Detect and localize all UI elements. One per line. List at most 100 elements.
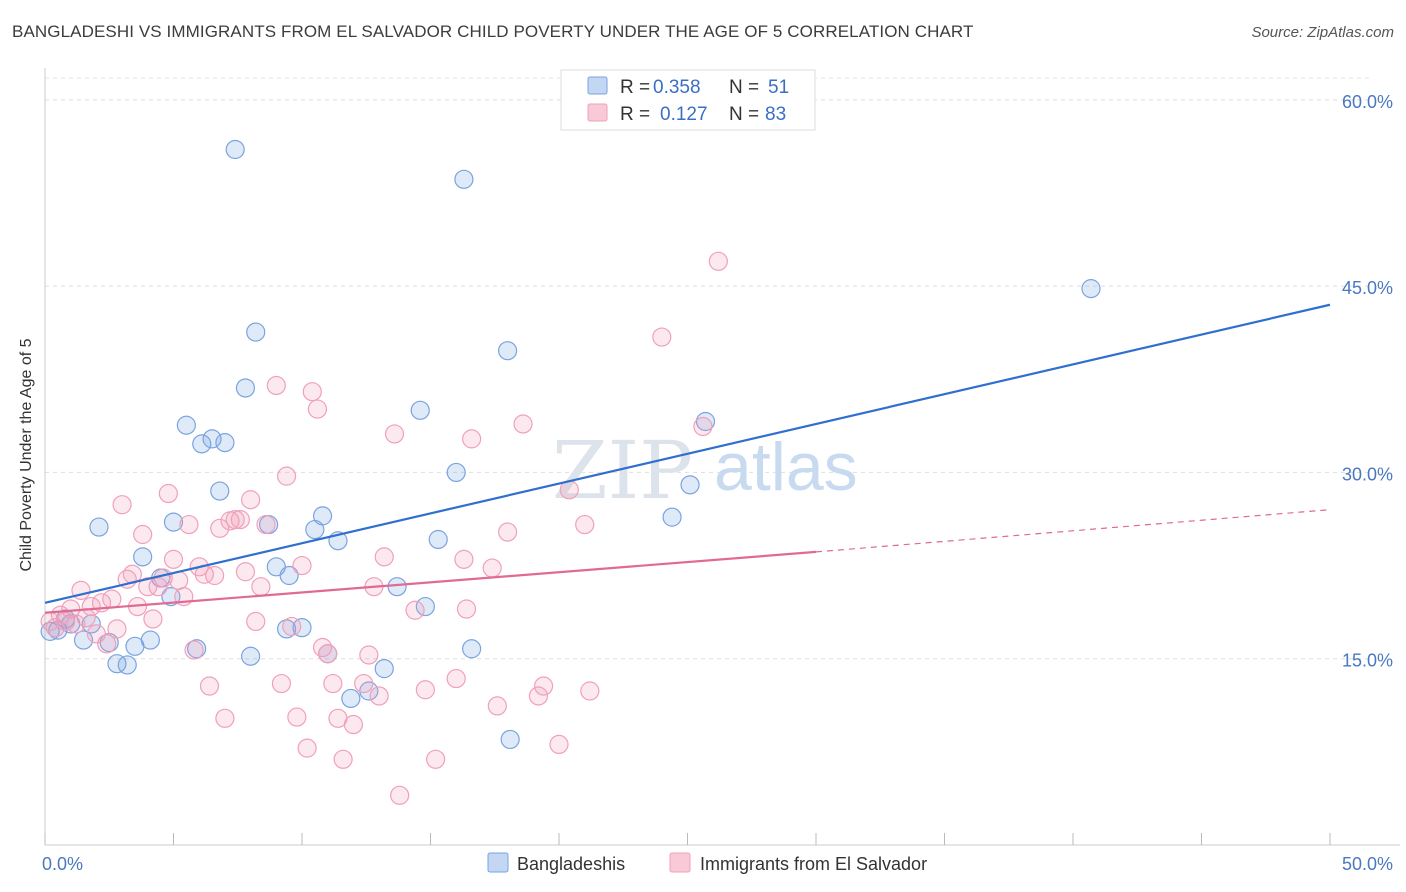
point-0-6 [89,517,109,537]
point-1-70 [456,599,477,619]
point-0-40 [415,596,435,617]
point-1-59 [359,645,379,665]
point-1-44 [271,673,292,694]
point-1-74 [498,522,518,542]
point-0-28 [276,619,297,639]
point-0-12 [140,630,160,650]
point-1-27 [179,514,199,535]
x-tick-label-0: 0.0% [42,854,83,874]
point-0-32 [312,506,333,526]
point-1-69 [454,549,474,569]
point-1-12 [102,589,122,609]
y-tick-labels: 15.0% 30.0% 45.0% 60.0% [1342,92,1393,671]
point-0-49 [695,411,716,432]
point-1-46 [282,616,302,637]
legend-n-value-2: 83 [765,104,786,125]
point-0-38 [387,577,407,597]
point-1-52 [312,637,333,658]
point-0-25 [246,322,266,342]
bottom-legend-el-salvador: Immigrants from El Salvador [700,854,927,874]
point-1-1 [45,618,65,638]
point-1-23 [158,483,178,504]
point-1-77 [533,676,554,696]
point-1-67 [426,749,446,769]
axes [44,68,1400,846]
point-1-64 [390,785,410,805]
bottom-legend-swatch-el-salvador [669,852,691,873]
watermark-atlas: atlas [714,429,858,505]
legend-r-value-2: 0.127 [660,104,708,125]
point-1-13 [107,619,127,639]
point-1-47 [287,707,307,727]
point-1-80 [575,514,595,535]
top-legend: R = 0.358 N = 51 R = 0.127 N = 83 [560,69,816,131]
point-0-19 [202,429,222,449]
point-1-51 [307,399,328,419]
point-1-50 [302,382,322,402]
point-0-50 [1081,279,1101,299]
point-0-35 [341,688,361,709]
point-1-31 [199,676,220,696]
bottom-legend: Bangladeshis Immigrants from El Salvador [487,852,927,874]
point-0-37 [374,659,394,679]
point-1-54 [323,673,343,694]
point-1-49 [297,738,317,758]
point-1-73 [482,558,502,578]
point-0-18 [192,434,212,454]
trend-line-1 [44,550,817,614]
point-0-8 [107,654,127,674]
point-1-71 [462,429,482,449]
point-1-36 [225,510,245,530]
point-1-20 [143,609,163,629]
point-1-33 [210,518,230,538]
point-1-19 [138,577,158,597]
point-1-45 [276,466,297,486]
point-1-24 [163,549,184,569]
y-tick-label-0: 15.0% [1342,651,1393,671]
point-1-38 [235,562,256,582]
bottom-legend-swatch-bangladeshis [487,852,509,873]
point-1-82 [708,251,728,271]
point-0-45 [498,341,518,361]
point-0-44 [454,169,474,189]
legend-swatch-el-salvador [587,103,608,122]
point-0-20 [210,481,230,501]
grid-lines [45,77,1370,660]
point-0-39 [410,400,430,420]
point-0-16 [176,415,196,435]
legend-n-label-2: N = [729,104,759,125]
chart-title: BANGLADESHI VS IMMIGRANTS FROM EL SALVAD… [12,22,974,41]
point-0-47 [662,507,682,527]
point-1-63 [384,424,405,444]
point-1-28 [184,640,204,660]
trend-line-dashed-1 [815,509,1331,553]
point-1-62 [374,547,394,567]
source-label: Source: ZipAtlas.com [1251,24,1394,41]
legend-n-label-1: N = [729,77,759,98]
legend-r-value-1: 0.358 [653,77,701,98]
point-0-42 [446,462,466,483]
y-tick-label-2: 45.0% [1342,278,1393,298]
point-1-66 [415,680,435,700]
point-0-46 [500,729,520,750]
point-0-23 [235,378,256,398]
point-1-42 [256,514,276,535]
point-1-58 [354,673,374,694]
point-1-11 [97,634,117,654]
point-0-29 [279,565,299,586]
point-0-15 [163,512,184,532]
point-0-11 [133,547,153,567]
point-1-8 [81,596,101,617]
point-1-43 [266,375,286,396]
legend-r-label-1: R = [620,77,650,98]
point-1-61 [369,686,389,706]
point-1-32 [205,565,225,586]
point-1-37 [230,510,250,530]
point-0-0 [40,621,60,641]
y-tick-label-3: 60.0% [1342,92,1393,112]
point-1-40 [246,611,266,632]
point-0-48 [680,475,700,495]
point-0-22 [225,139,245,160]
point-0-43 [462,639,482,659]
x-tick-labels: 0.0% 50.0% [42,854,1393,874]
